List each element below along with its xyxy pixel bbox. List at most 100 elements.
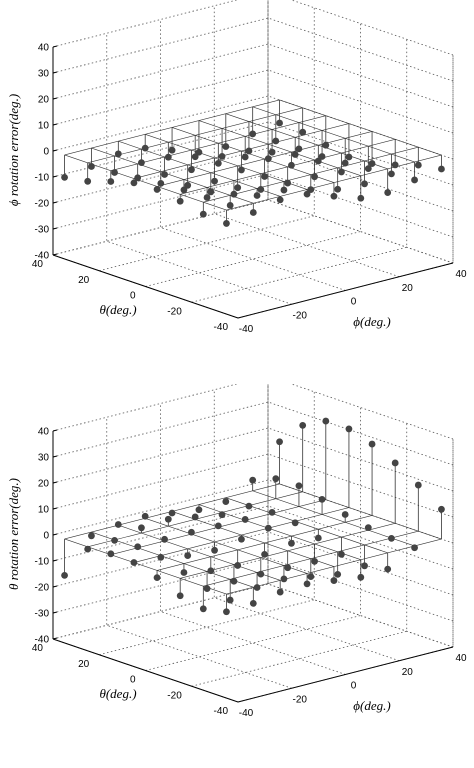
- phi-tick-label: -40: [239, 708, 254, 719]
- z-tick-mark: [52, 97, 58, 100]
- data-point: [276, 119, 283, 127]
- data-point: [307, 573, 315, 581]
- data-point: [284, 564, 292, 572]
- data-point: [288, 161, 295, 169]
- y-grid-line: [191, 39, 408, 303]
- z-axis-label: θ rotation error(deg.): [6, 478, 21, 590]
- data-point: [207, 188, 215, 196]
- theta-axis-line: [52, 638, 239, 703]
- z-tick-mark: [52, 559, 58, 562]
- z-tick-mark: [52, 45, 58, 48]
- data-point: [268, 509, 276, 516]
- z-grid-line: [52, 0, 454, 56]
- data-point: [141, 144, 149, 152]
- z-tick-label: 40: [38, 427, 50, 438]
- data-point: [230, 577, 238, 585]
- z-tick-mark: [52, 611, 58, 614]
- data-point: [188, 528, 195, 536]
- data-point: [368, 440, 376, 448]
- x-grid-line: [213, 389, 400, 662]
- data-point: [322, 141, 330, 149]
- data-point: [276, 438, 283, 446]
- z-tick-label: 10: [38, 505, 50, 516]
- mesh-line: [91, 531, 254, 588]
- data-point: [391, 459, 399, 467]
- data-point: [276, 196, 284, 204]
- data-point: [157, 179, 165, 187]
- z-tick-label: 0: [43, 531, 49, 542]
- data-point: [261, 550, 268, 558]
- z-grid-line: [52, 401, 454, 466]
- data-point: [214, 159, 222, 167]
- phi-tick-label: -20: [293, 694, 308, 705]
- data-point: [107, 178, 115, 185]
- data-point: [357, 573, 365, 581]
- theta-tick-label: -20: [167, 306, 182, 317]
- z-grid-line: [52, 427, 454, 492]
- z-grid-line: [52, 505, 454, 570]
- z-tick-label: -40: [35, 251, 50, 262]
- theta-tick-label: 40: [32, 643, 44, 654]
- data-point: [130, 179, 138, 187]
- data-point: [391, 161, 399, 169]
- data-point: [314, 157, 322, 165]
- data-point: [303, 190, 311, 198]
- phi-axis-label: ϕ(deg.): [353, 314, 390, 329]
- phi-tick-label: 0: [351, 297, 357, 308]
- z-axis-label: ϕ rotation error(deg.): [6, 94, 21, 206]
- data-point: [211, 177, 218, 185]
- data-point: [388, 534, 395, 542]
- z-tick-mark: [52, 533, 58, 536]
- theta-tick-label: -40: [214, 322, 229, 333]
- data-point: [214, 522, 222, 530]
- theta-axis-label: θ(deg.): [99, 302, 136, 317]
- data-point: [303, 580, 311, 588]
- data-point: [295, 482, 303, 490]
- data-point: [184, 552, 192, 560]
- data-point: [357, 194, 365, 202]
- data-point: [345, 153, 353, 161]
- data-point: [249, 599, 257, 607]
- data-point: [222, 498, 230, 505]
- data-point: [291, 519, 299, 527]
- data-point: [61, 174, 68, 181]
- theta-tick-label: 20: [78, 659, 90, 670]
- y-grid-line: [99, 391, 315, 656]
- x-grid-line: [213, 5, 400, 278]
- data-point: [299, 421, 307, 429]
- z-grid-line: [52, 69, 454, 134]
- data-point: [203, 194, 211, 201]
- z-tick-mark: [52, 253, 58, 256]
- data-point: [234, 562, 242, 569]
- data-point: [168, 509, 176, 517]
- data-point: [264, 524, 272, 532]
- data-point: [88, 163, 95, 170]
- z-tick-label: -30: [35, 225, 50, 236]
- data-point: [411, 176, 418, 184]
- data-point: [226, 201, 234, 209]
- y-grid-line: [52, 384, 269, 640]
- data-point: [295, 145, 303, 153]
- phi-tick-label: -40: [239, 324, 254, 335]
- data-point: [368, 160, 376, 167]
- mesh-line: [118, 524, 281, 581]
- data-point: [272, 475, 280, 483]
- data-point: [161, 535, 168, 543]
- data-point: [184, 181, 192, 189]
- theta-axis-line: [52, 254, 239, 319]
- data-point: [438, 505, 445, 513]
- data-point: [114, 150, 122, 158]
- y-grid-line: [145, 23, 361, 287]
- data-point: [311, 557, 318, 565]
- z-tick-label: 20: [38, 95, 50, 106]
- x-grid-line: [106, 33, 292, 305]
- z-grid-line: [52, 147, 454, 212]
- phi-tick-label: 20: [402, 667, 414, 678]
- data-point: [180, 569, 188, 576]
- data-point: [241, 153, 249, 161]
- data-point: [341, 159, 349, 167]
- z-tick-mark: [52, 481, 58, 484]
- data-point: [245, 147, 253, 155]
- data-point: [249, 209, 257, 216]
- data-point: [311, 173, 318, 181]
